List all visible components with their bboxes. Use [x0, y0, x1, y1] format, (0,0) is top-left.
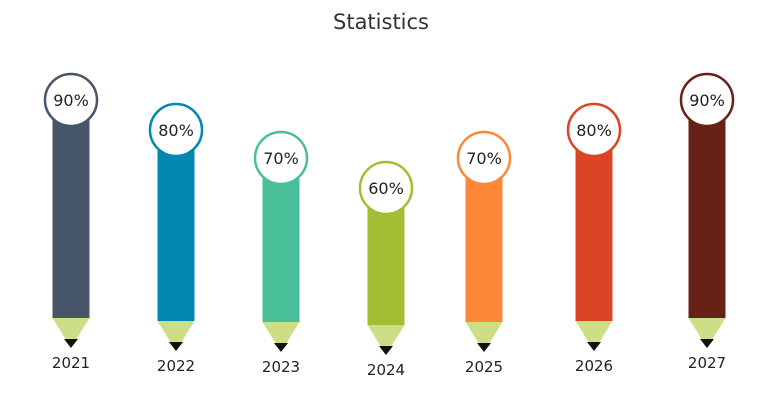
pencil-lead-2024: [379, 346, 393, 355]
bar-2022: [157, 130, 195, 321]
value-label-2023: 70%: [263, 149, 299, 168]
value-label-2027: 90%: [689, 91, 725, 110]
pencil-tip-2022: [157, 321, 195, 351]
pencil-lead-2025: [477, 343, 491, 352]
pencil-lead-2027: [700, 339, 714, 348]
category-label-2025: 2025: [465, 358, 503, 376]
category-label-2023: 2023: [262, 358, 300, 376]
category-label-2027: 2027: [688, 354, 726, 372]
pencil-tip-2021: [52, 318, 90, 348]
value-circle-2024: [358, 160, 414, 216]
pencil-tip-2027: [688, 318, 726, 348]
pencil-tip-2024: [367, 325, 405, 355]
pencil-lead-2023: [274, 343, 288, 352]
value-circle-2025: [456, 130, 512, 186]
bar-2027: [688, 100, 726, 318]
value-circle-2023: [253, 130, 309, 186]
pencil-tip-2023: [262, 322, 300, 352]
bar-2025: [465, 158, 503, 322]
pencil-tip-2026: [575, 321, 613, 351]
value-label-2025: 70%: [466, 149, 502, 168]
value-label-2026: 80%: [576, 121, 612, 140]
value-circle-2026: [566, 102, 622, 158]
category-label-2024: 2024: [367, 361, 405, 379]
pencil-lead-2022: [169, 342, 183, 351]
chart-title: Statistics: [333, 10, 429, 34]
value-circle-2027: [679, 72, 735, 128]
value-label-2022: 80%: [158, 121, 194, 140]
pencil-lead-2021: [64, 339, 78, 348]
value-label-2021: 90%: [53, 91, 89, 110]
value-circle-2021: [43, 72, 99, 128]
bar-2021: [52, 100, 90, 318]
category-label-2022: 2022: [157, 357, 195, 375]
pencil-lead-2026: [587, 342, 601, 351]
category-label-2021: 2021: [52, 354, 90, 372]
pencil-tip-2025: [465, 322, 503, 352]
bar-2026: [575, 130, 613, 321]
value-circle-2022: [148, 102, 204, 158]
bar-2023: [262, 158, 300, 322]
category-label-2026: 2026: [575, 357, 613, 375]
value-label-2024: 60%: [368, 179, 404, 198]
